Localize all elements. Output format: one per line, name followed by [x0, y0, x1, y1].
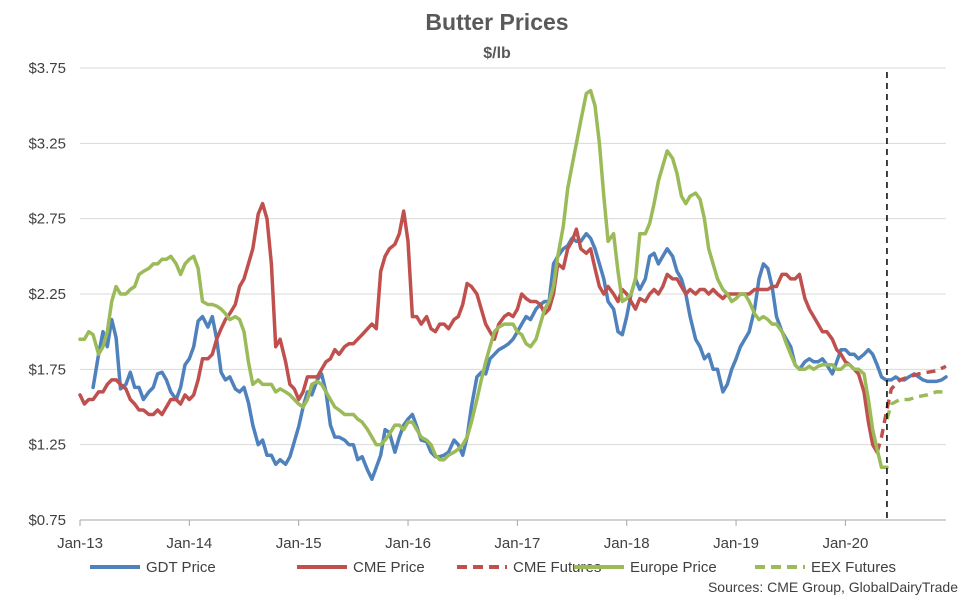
y-tick-label: $2.25 — [28, 286, 66, 303]
series-lines — [78, 88, 948, 482]
series-line-cme-price — [78, 201, 879, 454]
gridlines — [80, 67, 946, 446]
legend-label: EEX Futures — [811, 559, 896, 576]
x-tick-label: Jan-20 — [822, 535, 868, 552]
series-line-europe-price — [78, 88, 889, 470]
series-line-gdt-price — [91, 231, 948, 482]
y-tick-label: $2.75 — [28, 211, 66, 228]
legend-label: Europe Price — [630, 559, 717, 576]
x-tick-label: Jan-14 — [166, 535, 212, 552]
y-tick-label: $3.75 — [28, 60, 66, 77]
chart-title: Butter Prices — [425, 9, 568, 35]
x-tick-label: Jan-16 — [385, 535, 431, 552]
x-tick-label: Jan-15 — [276, 535, 322, 552]
source-note: Sources: CME Group, GlobalDairyTrade — [708, 579, 958, 595]
y-tick-label: $1.25 — [28, 437, 66, 454]
x-tick-label: Jan-19 — [713, 535, 759, 552]
chart-subtitle: $/lb — [483, 45, 511, 62]
y-axis-ticks: $0.75 $1.25 $1.75 $2.25 $2.75 $3.25 $3.75 — [28, 60, 66, 529]
y-tick-label: $0.75 — [28, 512, 66, 529]
legend: GDT Price CME Price CME Futures Europe Pric… — [90, 559, 896, 576]
series-line-cme-futures — [875, 364, 947, 453]
x-tick-label: Jan-17 — [494, 535, 540, 552]
y-tick-label: $3.25 — [28, 135, 66, 152]
y-tick-label: $1.75 — [28, 361, 66, 378]
series-line-eex-futures — [885, 390, 946, 420]
legend-label: CME Price — [353, 559, 425, 576]
x-axis: Jan-13 Jan-14 Jan-15 Jan-16 Jan-17 Jan-18 Jan-… — [57, 519, 946, 552]
legend-label: GDT Price — [146, 559, 216, 576]
x-tick-label: Jan-18 — [604, 535, 650, 552]
x-tick-label: Jan-13 — [57, 535, 103, 552]
legend-label: CME Futures — [513, 559, 601, 576]
